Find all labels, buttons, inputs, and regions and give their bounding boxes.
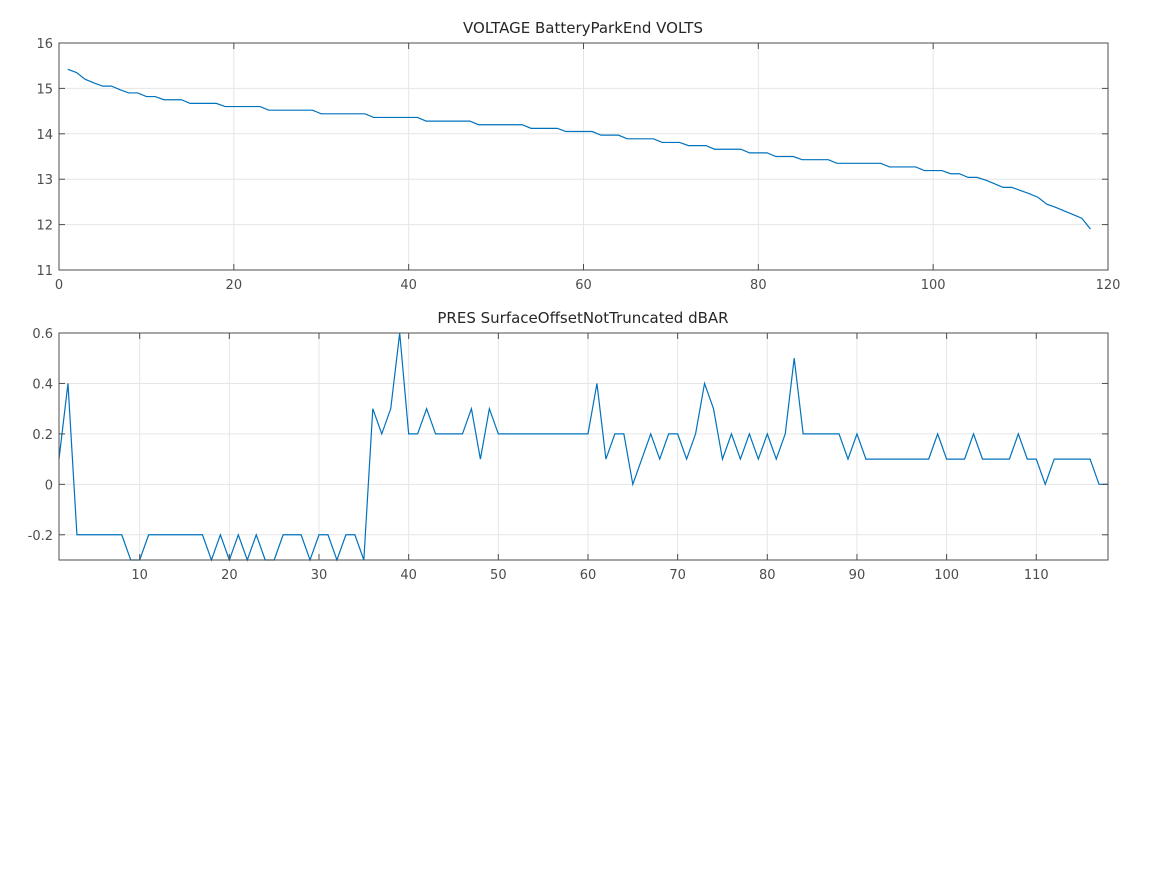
pressure-x-tick-label: 10 — [131, 568, 148, 583]
pressure-x-tick-label: 70 — [669, 568, 686, 583]
voltage-x-tick-label: 80 — [750, 278, 767, 293]
voltage-x-tick-label: 120 — [1096, 278, 1121, 293]
voltage-x-tick-label: 60 — [575, 278, 592, 293]
pressure-axes-box — [58, 332, 1109, 561]
voltage-y-tick-label: 13 — [36, 173, 53, 188]
voltage-chart: VOLTAGE BatteryParkEnd VOLTS 0 20 40 60 80 10… — [36, 19, 1120, 293]
pressure-x-tick-label: 60 — [580, 568, 597, 583]
voltage-y-tick-label: 14 — [36, 128, 53, 143]
voltage-y-tick-label: 15 — [36, 82, 53, 97]
voltage-x-tick-label: 20 — [226, 278, 243, 293]
pressure-x-tick-label: 110 — [1024, 568, 1049, 583]
pressure-y-tick-label: 0.6 — [32, 327, 53, 342]
pressure-x-tick-label: 30 — [311, 568, 328, 583]
pressure-x-tick-label: 80 — [759, 568, 776, 583]
pressure-x-tick-label: 100 — [934, 568, 959, 583]
voltage-y-tick-label: 16 — [36, 37, 53, 52]
pressure-x-tick-label: 50 — [490, 568, 507, 583]
pressure-y-tick-label: 0.4 — [32, 377, 53, 392]
voltage-chart-title: VOLTAGE BatteryParkEnd VOLTS — [463, 19, 703, 37]
voltage-y-tick-label: 11 — [36, 264, 53, 279]
pressure-x-tick-label: 90 — [849, 568, 866, 583]
pressure-x-tick-label: 20 — [221, 568, 238, 583]
voltage-x-tick-label: 0 — [55, 278, 63, 293]
voltage-series-line — [67, 68, 1091, 230]
voltage-x-tick-label: 40 — [400, 278, 417, 293]
voltage-x-tick-label: 100 — [921, 278, 946, 293]
pressure-y-tick-label: 0 — [45, 478, 53, 493]
pressure-y-tick-label: -0.2 — [28, 529, 53, 544]
pressure-x-tick-label: 40 — [400, 568, 417, 583]
pressure-chart: PRES SurfaceOffsetNotTruncated dBAR 10 20… — [28, 309, 1109, 583]
pressure-series-line — [58, 332, 1108, 562]
pressure-y-tick-label: 0.2 — [32, 428, 53, 443]
pressure-chart-title: PRES SurfaceOffsetNotTruncated dBAR — [437, 309, 728, 327]
voltage-y-tick-label: 12 — [36, 219, 53, 234]
